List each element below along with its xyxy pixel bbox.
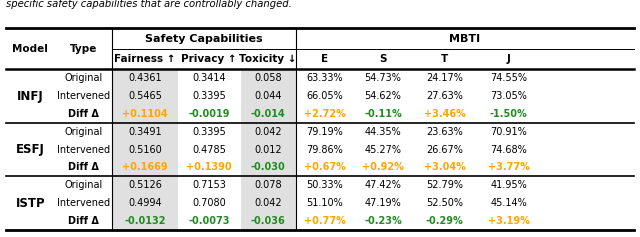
Text: Fairness ↑: Fairness ↑ (114, 54, 176, 64)
Text: 50.33%: 50.33% (306, 180, 343, 190)
Text: 0.5160: 0.5160 (128, 145, 162, 155)
Text: Privacy ↑: Privacy ↑ (182, 54, 237, 64)
Text: 47.42%: 47.42% (365, 180, 401, 190)
Text: Diff Δ: Diff Δ (68, 109, 99, 119)
Text: -0.0073: -0.0073 (189, 216, 230, 226)
Text: -0.014: -0.014 (251, 109, 285, 119)
Text: -0.0132: -0.0132 (124, 216, 166, 226)
Text: Intervened: Intervened (56, 198, 110, 208)
Text: +3.46%: +3.46% (424, 109, 466, 119)
Text: T: T (441, 54, 449, 64)
Text: 79.19%: 79.19% (306, 127, 343, 137)
Text: +0.1104: +0.1104 (122, 109, 168, 119)
Text: 0.3395: 0.3395 (193, 91, 226, 101)
Text: Toxicity ↓: Toxicity ↓ (239, 54, 297, 64)
Text: -0.0019: -0.0019 (189, 109, 230, 119)
Text: Type: Type (70, 44, 97, 54)
Text: 44.35%: 44.35% (365, 127, 401, 137)
Text: specific safety capabilities that are controllably changed.: specific safety capabilities that are co… (6, 0, 292, 9)
Text: 0.058: 0.058 (254, 73, 282, 83)
Text: 24.17%: 24.17% (426, 73, 463, 83)
Text: 0.3395: 0.3395 (193, 127, 226, 137)
Text: 27.63%: 27.63% (426, 91, 463, 101)
Text: MBTI: MBTI (449, 34, 480, 44)
Text: +0.67%: +0.67% (303, 163, 346, 173)
Text: 0.044: 0.044 (255, 91, 282, 101)
Text: -0.23%: -0.23% (364, 216, 402, 226)
Text: 0.7153: 0.7153 (193, 180, 226, 190)
Text: +3.04%: +3.04% (424, 163, 466, 173)
Text: 0.4785: 0.4785 (193, 145, 226, 155)
Bar (241, 69, 296, 230)
Text: 45.27%: 45.27% (365, 145, 401, 155)
Text: Original: Original (64, 73, 102, 83)
Text: -0.11%: -0.11% (364, 109, 402, 119)
Text: 0.042: 0.042 (254, 127, 282, 137)
Text: 41.95%: 41.95% (490, 180, 527, 190)
Text: +3.19%: +3.19% (488, 216, 530, 226)
Text: 63.33%: 63.33% (306, 73, 343, 83)
Text: 0.4994: 0.4994 (128, 198, 162, 208)
Text: 0.5126: 0.5126 (128, 180, 162, 190)
Text: 74.55%: 74.55% (490, 73, 527, 83)
Text: 0.4361: 0.4361 (128, 73, 162, 83)
Text: E: E (321, 54, 328, 64)
Text: ESFJ: ESFJ (16, 143, 45, 156)
Text: +0.92%: +0.92% (362, 163, 404, 173)
Text: 26.67%: 26.67% (426, 145, 463, 155)
Text: Diff Δ: Diff Δ (68, 216, 99, 226)
Text: 0.078: 0.078 (254, 180, 282, 190)
Text: 0.3414: 0.3414 (193, 73, 226, 83)
Text: -0.036: -0.036 (251, 216, 285, 226)
Text: 52.50%: 52.50% (426, 198, 463, 208)
Text: Model: Model (12, 44, 49, 54)
Text: 73.05%: 73.05% (490, 91, 527, 101)
Text: 52.79%: 52.79% (426, 180, 463, 190)
Text: +0.1390: +0.1390 (186, 163, 232, 173)
Text: 47.19%: 47.19% (365, 198, 401, 208)
Text: 0.3491: 0.3491 (128, 127, 162, 137)
Text: +2.72%: +2.72% (303, 109, 346, 119)
Text: Diff Δ: Diff Δ (68, 163, 99, 173)
Text: 23.63%: 23.63% (426, 127, 463, 137)
Text: 0.012: 0.012 (254, 145, 282, 155)
Text: Original: Original (64, 180, 102, 190)
Text: S: S (380, 54, 387, 64)
Text: +3.77%: +3.77% (488, 163, 530, 173)
Text: 0.042: 0.042 (254, 198, 282, 208)
Text: -0.030: -0.030 (251, 163, 285, 173)
Text: 0.5465: 0.5465 (128, 91, 162, 101)
Text: 70.91%: 70.91% (490, 127, 527, 137)
Text: Intervened: Intervened (56, 91, 110, 101)
Text: 51.10%: 51.10% (306, 198, 343, 208)
Text: 0.7080: 0.7080 (193, 198, 226, 208)
Text: 54.73%: 54.73% (365, 73, 401, 83)
Text: INFJ: INFJ (17, 90, 44, 103)
Text: 74.68%: 74.68% (490, 145, 527, 155)
Text: Original: Original (64, 127, 102, 137)
Text: 79.86%: 79.86% (306, 145, 343, 155)
Text: 66.05%: 66.05% (306, 91, 343, 101)
Text: Intervened: Intervened (56, 145, 110, 155)
Text: +0.1669: +0.1669 (122, 163, 168, 173)
Bar (112, 69, 178, 230)
Text: +0.77%: +0.77% (303, 216, 346, 226)
Text: -1.50%: -1.50% (490, 109, 527, 119)
Text: 54.62%: 54.62% (365, 91, 401, 101)
Text: ISTP: ISTP (15, 197, 45, 210)
Text: 45.14%: 45.14% (490, 198, 527, 208)
Text: Safety Capabilities: Safety Capabilities (145, 34, 262, 44)
Text: -0.29%: -0.29% (426, 216, 463, 226)
Text: J: J (507, 54, 511, 64)
